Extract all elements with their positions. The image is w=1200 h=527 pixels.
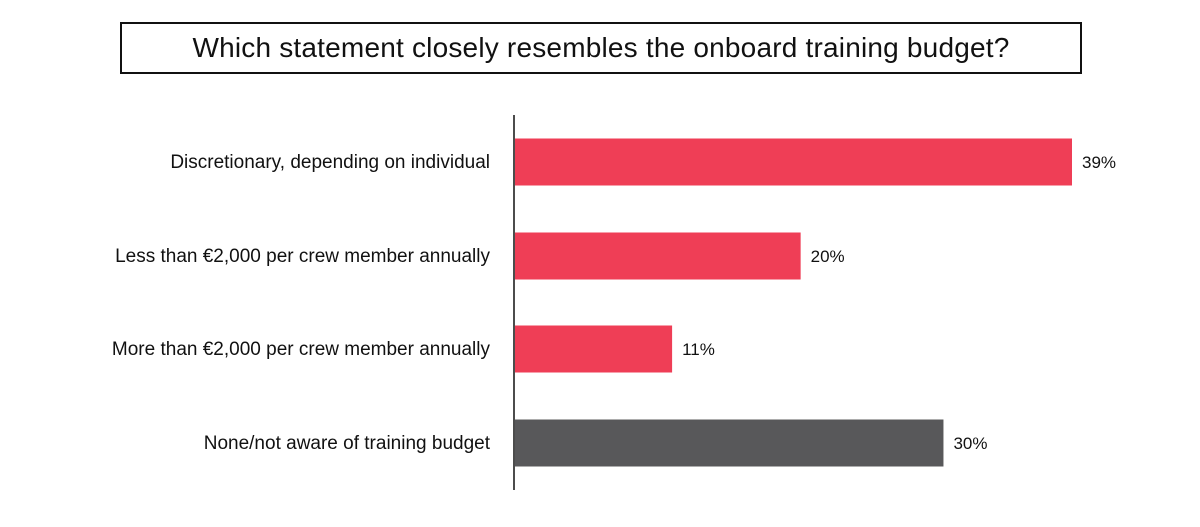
category-label: None/not aware of training budget xyxy=(204,433,491,454)
category-label: Discretionary, depending on individual xyxy=(170,152,490,173)
bar xyxy=(515,138,1072,186)
value-label: 39% xyxy=(1082,153,1116,172)
chart-title: Which statement closely resembles the on… xyxy=(120,22,1082,74)
value-label: 20% xyxy=(811,247,845,266)
value-label: 11% xyxy=(682,340,715,359)
category-label: Less than €2,000 per crew member annuall… xyxy=(115,246,490,267)
bar xyxy=(515,419,944,467)
category-label: More than €2,000 per crew member annuall… xyxy=(112,339,491,360)
value-label: 30% xyxy=(953,434,987,453)
bar xyxy=(515,232,801,280)
bars-group: Discretionary, depending on individual 39… xyxy=(112,138,1116,467)
bar xyxy=(515,325,673,373)
